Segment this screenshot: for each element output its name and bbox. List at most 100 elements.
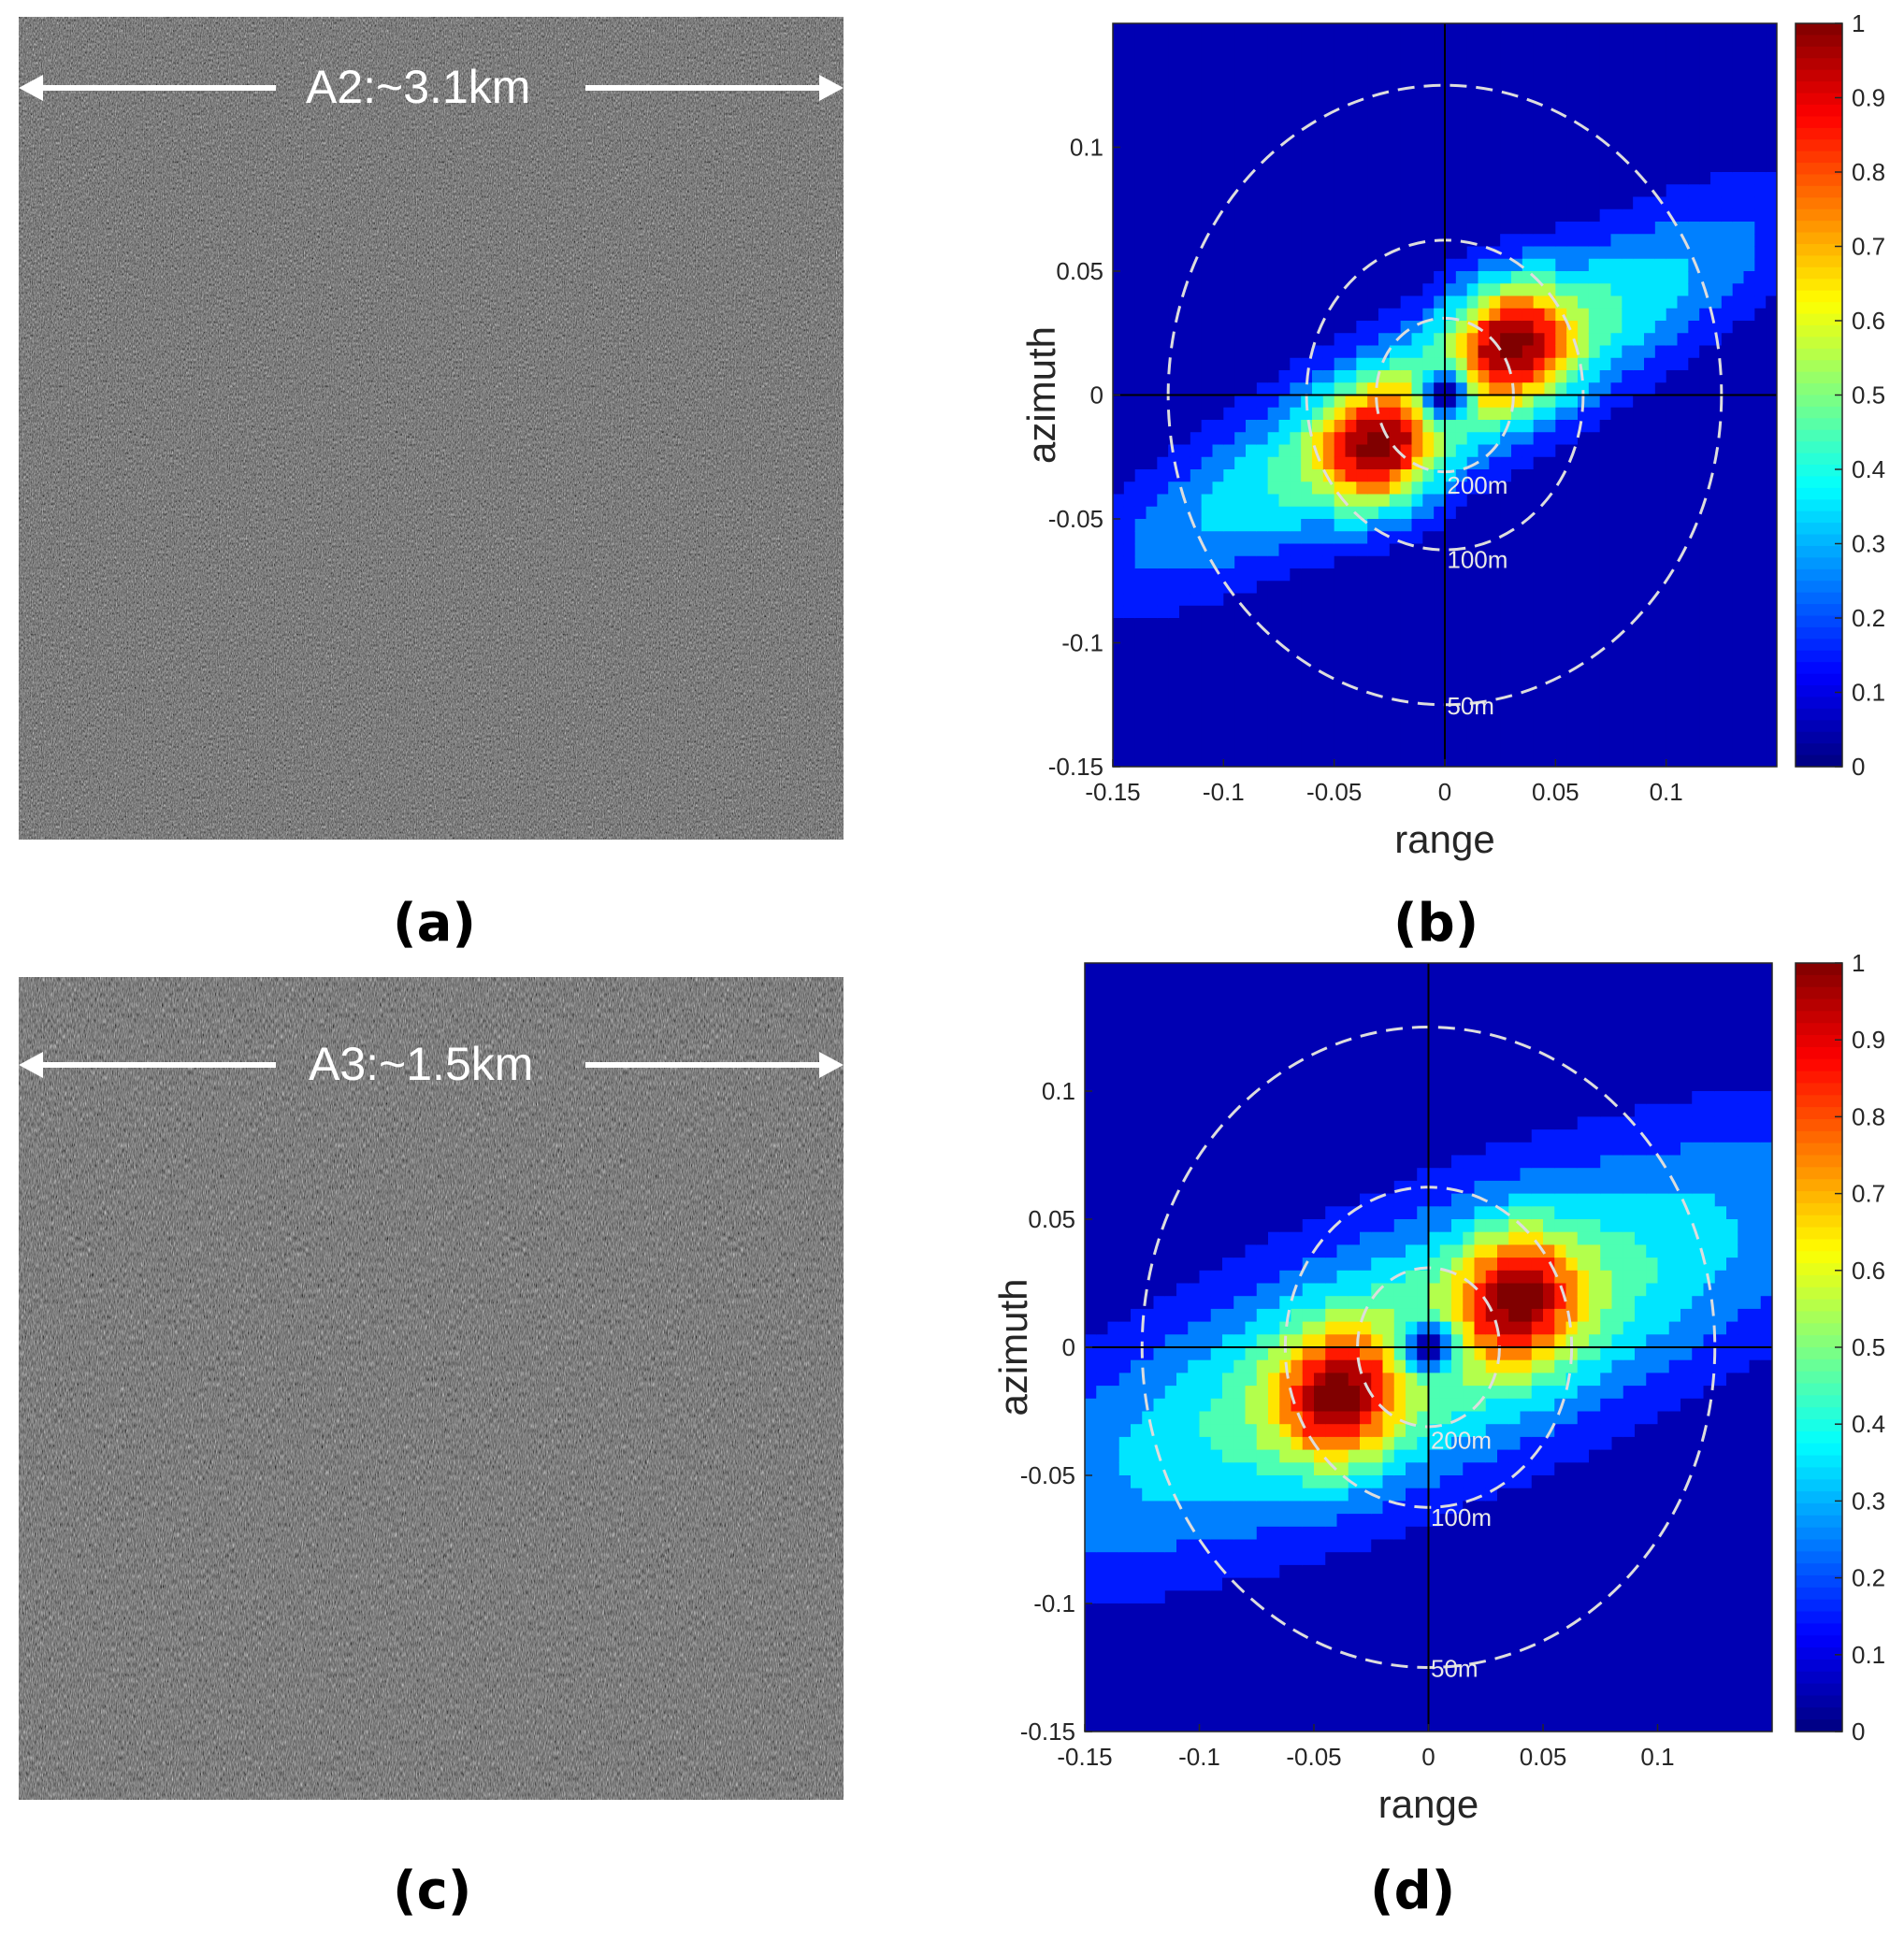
heatmap-cell <box>1168 754 1180 767</box>
heatmap-cell <box>1188 1462 1201 1476</box>
heatmap-cell <box>1754 345 1767 359</box>
heatmap-cell <box>1633 407 1645 421</box>
heatmap-cell <box>1085 1065 1097 1079</box>
heatmap-cell <box>1489 605 1501 619</box>
heatmap-cell <box>1356 555 1368 569</box>
heatmap-cell <box>1201 654 1214 668</box>
heatmap-cell <box>1754 420 1767 433</box>
heatmap-cell <box>1710 122 1723 136</box>
heatmap-cell <box>1654 456 1667 470</box>
heatmap-cell <box>1445 159 1457 173</box>
heatmap-cell <box>1188 1501 1201 1515</box>
heatmap-cell <box>1199 1564 1212 1579</box>
heatmap-cell <box>1278 581 1291 595</box>
heatmap-cell <box>1555 333 1567 347</box>
heatmap-cell <box>1489 741 1501 755</box>
heatmap-cell <box>1400 333 1413 347</box>
heatmap-cell <box>1356 321 1368 334</box>
heatmap-cell <box>1233 1642 1247 1656</box>
heatmap-cell <box>1146 135 1158 149</box>
heatmap-cell <box>1179 109 1191 123</box>
heatmap-cell <box>1176 1590 1189 1604</box>
heatmap-cell <box>1445 370 1457 383</box>
heatmap-cell <box>1677 519 1689 532</box>
heatmap-cell <box>1511 345 1523 359</box>
heatmap-cell <box>1290 444 1302 458</box>
heatmap-cell <box>1478 283 1490 297</box>
heatmap-cell <box>1489 432 1501 446</box>
heatmap-cell <box>1212 543 1224 557</box>
heatmap-cell <box>1754 630 1767 644</box>
heatmap-cell <box>1322 196 1335 210</box>
heatmap-cell <box>1290 48 1302 62</box>
heatmap-cell <box>1290 234 1302 248</box>
heatmap-cell <box>1699 692 1711 706</box>
heatmap-cell <box>1267 680 1280 694</box>
heatmap-cell <box>1544 85 1556 99</box>
heatmap-cell <box>1210 1692 1223 1707</box>
heatmap-cell <box>1411 581 1423 595</box>
heatmap-cell <box>1222 1065 1234 1079</box>
heatmap-cell <box>1234 196 1247 210</box>
heatmap-cell <box>1699 605 1711 619</box>
heatmap-cell <box>1478 60 1490 74</box>
heatmap-cell <box>1688 184 1700 198</box>
heatmap-cell <box>1721 147 1734 161</box>
heatmap-cell <box>1555 717 1567 730</box>
heatmap-cell <box>1085 1718 1097 1732</box>
heatmap-cell <box>1610 444 1623 458</box>
heatmap-cell <box>1411 196 1423 210</box>
heatmap-cell <box>1176 1667 1189 1681</box>
heatmap-cell <box>1644 469 1656 482</box>
heatmap-cell <box>1367 97 1379 111</box>
heatmap-cell <box>1422 519 1435 532</box>
heatmap-cell <box>1245 1065 1258 1079</box>
heatmap-cell <box>1157 308 1169 322</box>
heatmap-cell <box>1188 975 1201 989</box>
heatmap-cell <box>1710 147 1723 161</box>
heatmap-cell <box>1201 482 1214 496</box>
heatmap-cell <box>1489 258 1501 272</box>
heatmap-cell <box>1578 97 1590 111</box>
heatmap-cell <box>1445 23 1457 36</box>
heatmap-cell <box>1610 482 1623 496</box>
heatmap-cell <box>1533 333 1546 347</box>
heatmap-cell <box>1123 654 1136 668</box>
heatmap-cell <box>1134 196 1147 210</box>
heatmap-cell <box>1699 97 1711 111</box>
heatmap-cell <box>1599 506 1612 520</box>
colorbar-segment <box>1796 279 1842 292</box>
heatmap-cell <box>1367 581 1379 595</box>
heatmap-cell <box>1314 1373 1326 1387</box>
heatmap-cell <box>1176 1283 1189 1297</box>
heatmap-cell <box>1489 717 1501 730</box>
heatmap-cell <box>1422 605 1435 619</box>
heatmap-cell <box>1256 642 1269 656</box>
heatmap-cell <box>1367 407 1379 421</box>
heatmap-cell <box>1500 506 1512 520</box>
heatmap-cell <box>1677 184 1689 198</box>
heatmap-cell <box>1400 630 1413 644</box>
heatmap-cell <box>1533 432 1546 446</box>
heatmap-cell <box>1511 246 1523 260</box>
heatmap-cell <box>1118 1040 1132 1054</box>
heatmap-cell <box>1256 692 1269 706</box>
heatmap-cell <box>1256 1501 1269 1515</box>
heatmap-cell <box>1268 1283 1280 1297</box>
heatmap-cell <box>1245 1116 1258 1130</box>
heatmap-cell <box>1555 630 1567 644</box>
heatmap-cell <box>1422 234 1435 248</box>
heatmap-cell <box>1234 531 1247 545</box>
heatmap-cell <box>1389 97 1402 111</box>
heatmap-cell <box>1588 506 1601 520</box>
heatmap-cell <box>1233 975 1247 989</box>
heatmap-cell <box>1312 605 1324 619</box>
heatmap-cell <box>1422 48 1435 62</box>
heatmap-cell <box>1422 23 1435 36</box>
heatmap-cell <box>1754 333 1767 347</box>
heatmap-cell <box>1378 407 1391 421</box>
heatmap-cell <box>1302 1705 1315 1719</box>
heatmap-cell <box>1566 717 1579 730</box>
heatmap-cell <box>1222 1040 1234 1054</box>
heatmap-cell <box>1168 555 1180 569</box>
